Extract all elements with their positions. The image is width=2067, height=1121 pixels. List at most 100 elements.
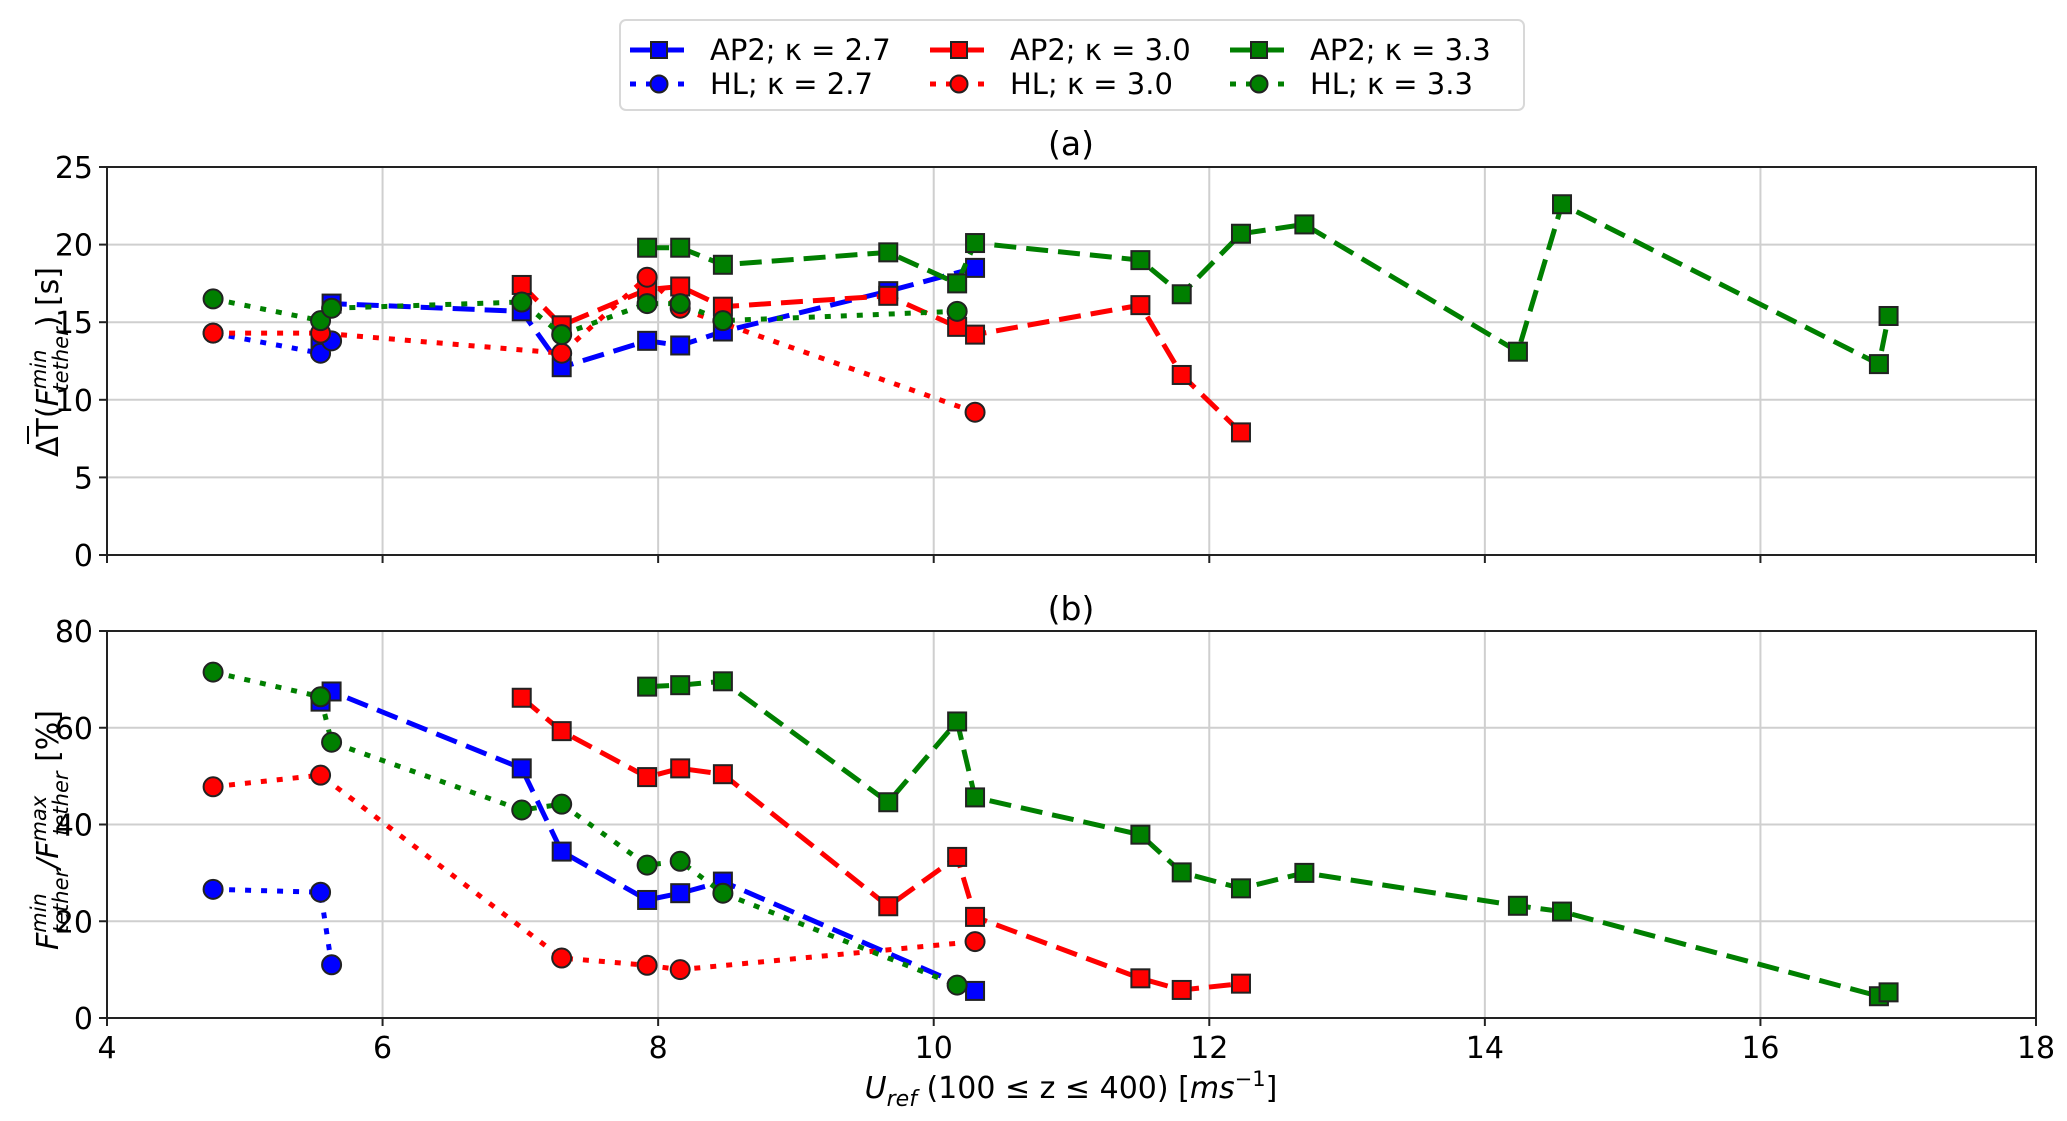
series-ap2-3-3 xyxy=(637,671,1899,1007)
data-point xyxy=(511,687,532,708)
series-line xyxy=(647,200,1892,368)
svg-text:Fmintether/Fmaxtether [%]: Fmintether/Fmaxtether [%] xyxy=(27,710,73,950)
data-point xyxy=(551,342,573,364)
legend-entry-ap2-3-0: AP2; κ = 3.0 xyxy=(930,33,1191,67)
data-point xyxy=(1171,862,1192,883)
x-tick-label: 6 xyxy=(373,1031,392,1066)
data-point xyxy=(1552,901,1573,922)
data-point xyxy=(637,237,658,258)
data-point xyxy=(965,324,986,345)
data-point xyxy=(1130,295,1151,316)
svg-text:Uref (100 ≤ z ≤ 400) [ms−1]: Uref (100 ≤ z ≤ 400) [ms−1] xyxy=(865,1067,1278,1112)
data-point xyxy=(878,242,899,263)
data-point xyxy=(1507,895,1528,916)
data-point xyxy=(321,297,343,319)
data-point xyxy=(551,721,572,742)
panel-a: 0 5 10 15 20 25 xyxy=(55,151,2037,574)
data-point xyxy=(965,257,986,278)
data-point xyxy=(964,931,986,953)
y-tick-label: 0 xyxy=(74,1002,93,1037)
data-point xyxy=(670,335,691,356)
legend-label: AP2; κ = 3.0 xyxy=(1010,33,1191,67)
data-point xyxy=(965,233,986,254)
data-point xyxy=(511,758,532,779)
data-point xyxy=(1130,250,1151,271)
data-point xyxy=(1230,422,1251,443)
data-point xyxy=(1878,982,1899,1003)
svg-text:ΔT(Fmintether) [s]: ΔT(Fmintether) [s] xyxy=(27,267,73,457)
data-point xyxy=(551,793,573,815)
data-point xyxy=(1878,305,1899,326)
series-hl-3-3 xyxy=(202,661,968,996)
plot-frame xyxy=(106,166,2037,556)
data-point xyxy=(712,882,734,904)
legend-entry-ap2-2-7: AP2; κ = 2.7 xyxy=(630,33,891,67)
legend-label: HL; κ = 3.0 xyxy=(1010,67,1173,101)
series-hl-3-3 xyxy=(202,288,968,346)
y-tick-label: 80 xyxy=(55,615,93,650)
data-point xyxy=(947,711,968,732)
series-line xyxy=(318,688,977,994)
data-point xyxy=(511,291,533,313)
data-point xyxy=(947,846,968,867)
legend-entry-hl-3-0: HL; κ = 3.0 xyxy=(930,67,1173,101)
data-point xyxy=(1171,364,1192,385)
data-point xyxy=(636,854,658,876)
data-point xyxy=(1130,824,1151,845)
legend-marker xyxy=(949,74,969,94)
data-point xyxy=(878,285,899,306)
series-ap2-3-3 xyxy=(637,194,1899,375)
series-line xyxy=(212,772,976,973)
data-point xyxy=(636,266,658,288)
y-tick-label: 40 xyxy=(55,809,93,844)
data-point xyxy=(878,792,899,813)
data-point xyxy=(310,881,332,903)
legend-entry-hl-3-3: HL; κ = 3.3 xyxy=(1230,67,1473,101)
data-point xyxy=(670,675,691,696)
data-point xyxy=(669,850,691,872)
y-tick-label: 60 xyxy=(55,712,93,747)
data-point xyxy=(636,293,658,315)
data-point xyxy=(1230,223,1251,244)
data-point xyxy=(964,401,986,423)
data-point xyxy=(1552,194,1573,215)
data-point xyxy=(637,330,658,351)
data-point xyxy=(965,787,986,808)
data-point xyxy=(1507,341,1528,362)
panel-b: 0 20 40 60 80 4 6 8 10 12 14 16 18 xyxy=(55,615,2055,1066)
y-tick-label: 25 xyxy=(55,151,93,186)
series-ap2-3-0 xyxy=(511,687,1251,1000)
x-tick-label: 12 xyxy=(1190,1031,1228,1066)
legend-label: HL; κ = 2.7 xyxy=(710,67,873,101)
data-point xyxy=(202,661,224,683)
data-point xyxy=(202,288,224,310)
x-tick-label: 10 xyxy=(915,1031,953,1066)
data-point xyxy=(946,974,968,996)
data-point xyxy=(511,799,533,821)
series-ap2-2-7 xyxy=(310,681,986,1001)
series-line xyxy=(212,669,959,988)
data-point xyxy=(946,300,968,322)
legend-frame xyxy=(619,19,1525,111)
data-point xyxy=(1230,973,1251,994)
series-ap2-3-0 xyxy=(511,274,1251,443)
x-tick-label: 14 xyxy=(1466,1031,1504,1066)
data-point xyxy=(965,906,986,927)
data-point xyxy=(670,758,691,779)
data-point xyxy=(670,237,691,258)
series-hl-2-7 xyxy=(202,878,343,976)
x-tick-label: 18 xyxy=(2017,1031,2055,1066)
x-tick-label: 8 xyxy=(649,1031,668,1066)
data-point xyxy=(712,764,733,785)
x-tick-label: 4 xyxy=(97,1031,116,1066)
data-point xyxy=(1230,878,1251,899)
legend-marker xyxy=(950,41,968,59)
series-hl-3-0 xyxy=(202,764,986,981)
legend-entry-ap2-3-3: AP2; κ = 3.3 xyxy=(1230,33,1491,67)
data-point xyxy=(321,954,343,976)
data-point xyxy=(202,776,224,798)
data-point xyxy=(551,841,572,862)
legend-marker xyxy=(1250,41,1268,59)
data-point xyxy=(637,889,658,910)
